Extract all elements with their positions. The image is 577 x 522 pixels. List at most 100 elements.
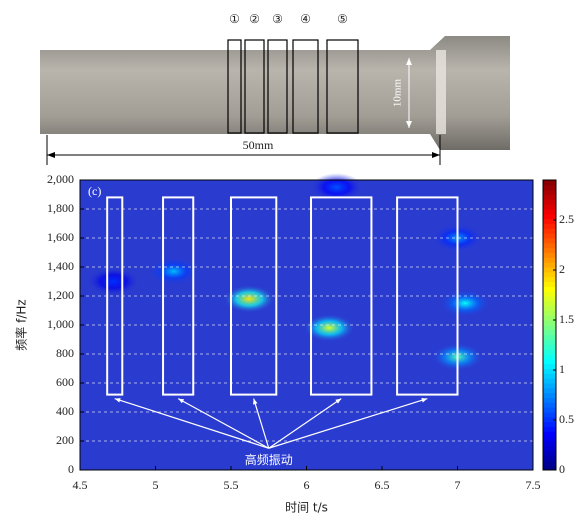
colorbar-cell <box>543 228 556 234</box>
x-tick-label: 4.5 <box>73 478 88 492</box>
colorbar-cell <box>543 276 556 282</box>
colorbar-cell <box>543 267 556 273</box>
colorbar-cell <box>543 315 556 321</box>
colorbar-tick-label: 2 <box>559 262 565 276</box>
x-tick-label: 7 <box>455 478 461 492</box>
colorbar-cell <box>543 354 556 360</box>
colorbar-cell <box>543 189 556 195</box>
colorbar-cell <box>543 300 556 307</box>
arrow-head <box>114 398 121 403</box>
x-axis-label: 时间 t/s <box>285 501 328 515</box>
colorbar-cell <box>543 199 556 205</box>
spot <box>223 284 276 313</box>
arrow <box>177 398 270 449</box>
colorbar-cell <box>543 431 556 437</box>
annotation: 高频振动 <box>245 452 293 467</box>
arrow <box>114 398 269 449</box>
photo <box>38 32 510 150</box>
region-box <box>326 39 359 134</box>
colorbar-cell <box>543 257 556 263</box>
colorbar-tick-label: 1 <box>559 362 565 376</box>
x-tick-label: 7.5 <box>526 478 541 492</box>
colorbar-cell <box>543 412 556 418</box>
colorbar-cell <box>543 247 556 253</box>
x-tick-label: 5 <box>153 478 159 492</box>
colorbar-cell <box>543 252 556 258</box>
spot <box>147 257 200 286</box>
x-tick-label: 6.5 <box>375 478 390 492</box>
region-box <box>244 39 265 134</box>
window <box>230 196 278 396</box>
colorbar-cell <box>543 184 556 191</box>
window <box>396 196 459 396</box>
colorbar-cell <box>543 213 556 220</box>
colorbar-tick-label: 2.5 <box>559 212 574 226</box>
colorbar-cell <box>543 363 556 369</box>
spot <box>303 313 356 342</box>
y-tick-label: 1,800 <box>47 201 74 215</box>
colorbar-cell <box>543 329 556 336</box>
colorbar-cell <box>543 334 556 340</box>
region-box <box>227 39 242 134</box>
colorbar-cell <box>543 194 556 200</box>
colorbar-cell <box>543 460 556 466</box>
colorbar-cell <box>543 378 556 384</box>
colorbar-cell <box>543 204 556 210</box>
colorbar-frame <box>542 179 557 471</box>
colorbar-cell <box>543 373 556 379</box>
colorbar-cell <box>543 223 556 229</box>
panel-label: (c) <box>88 184 101 198</box>
colorbar-cell <box>543 242 556 249</box>
plot-frame <box>79 179 534 471</box>
colorbar-cell <box>543 368 556 374</box>
colorbar-cell <box>543 358 556 365</box>
y-tick-label: 1,000 <box>47 317 74 331</box>
y-axis-label: 频率 f/Hz <box>14 299 29 350</box>
colorbar-cell <box>543 296 556 302</box>
y-tick-label: 600 <box>56 375 74 389</box>
colorbar-cell <box>543 286 556 292</box>
arrow-head <box>178 398 185 404</box>
colorbar-cell <box>543 450 556 456</box>
x-tick-label: 5.5 <box>224 478 239 492</box>
arrow-head <box>335 398 342 404</box>
colorbar-cell <box>543 455 556 461</box>
width-arrows <box>406 58 412 128</box>
colorbar-cell <box>543 349 556 355</box>
y-tick-label: 200 <box>56 433 74 447</box>
region-label: ③ <box>272 12 283 26</box>
colorbar-cell <box>543 392 556 398</box>
colorbar-cell <box>543 233 556 239</box>
window <box>106 196 124 396</box>
colorbar-cell <box>543 271 556 278</box>
colorbar-cell <box>543 310 556 316</box>
colorbar-cell <box>543 465 556 471</box>
colorbar-cell <box>543 209 556 215</box>
colorbar-cell <box>543 180 556 186</box>
x-tick-label: 6 <box>304 478 310 492</box>
colorbar-cell <box>543 421 556 427</box>
colorbar-cell <box>543 344 556 350</box>
y-tick-label: 800 <box>56 346 74 360</box>
colorbar-tick-label: 1.5 <box>559 312 574 326</box>
colorbar-cell <box>543 445 556 452</box>
colorbar-cell <box>543 397 556 403</box>
colorbar-cell <box>543 325 556 331</box>
colorbar-cell <box>543 339 556 345</box>
region-label: ④ <box>300 12 311 26</box>
length-label: 50mm <box>243 138 274 152</box>
spot <box>439 289 492 318</box>
colorbar-cell <box>543 436 556 442</box>
y-tick-label: 1,200 <box>47 288 74 302</box>
colorbar-cell <box>543 416 556 423</box>
y-tick-label: 400 <box>56 404 74 418</box>
colorbar-cell <box>543 218 556 224</box>
colorbar-cell <box>543 387 556 394</box>
arrow-head <box>421 398 428 403</box>
colorbar-cell <box>543 402 556 408</box>
colorbar-cell <box>543 407 556 413</box>
specimen <box>40 36 510 150</box>
colorbar-cell <box>543 383 556 389</box>
y-tick-label: 1,600 <box>47 230 74 244</box>
